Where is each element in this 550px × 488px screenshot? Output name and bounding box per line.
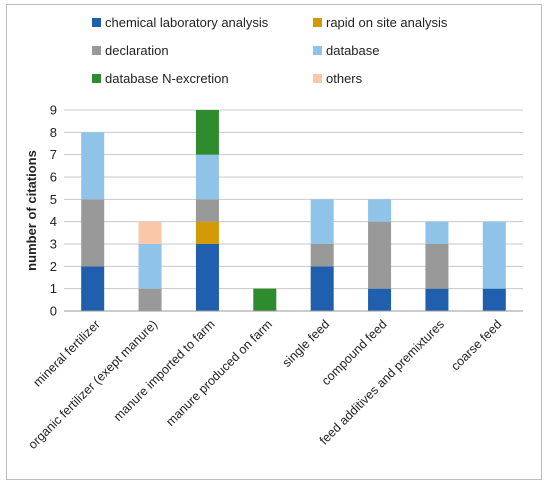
bar-segment bbox=[138, 244, 162, 289]
legend-entry: declaration bbox=[105, 43, 169, 58]
y-tick-label: 3 bbox=[50, 237, 57, 252]
legend-entry: others bbox=[326, 71, 363, 86]
bar-segment bbox=[138, 221, 162, 244]
bar-segment bbox=[482, 288, 506, 311]
legend-entry: chemical laboratory analysis bbox=[105, 15, 269, 30]
y-tick-label: 6 bbox=[50, 170, 57, 185]
bar-segment bbox=[425, 244, 449, 289]
x-category-label: feed additives and premixtures bbox=[317, 317, 447, 447]
bar-segment bbox=[81, 199, 105, 267]
legend-swatch bbox=[313, 18, 322, 27]
bar-segment bbox=[81, 132, 105, 200]
bar-segment bbox=[310, 244, 334, 267]
y-axis-label: number of citations bbox=[24, 150, 39, 271]
bar-segment bbox=[195, 221, 219, 244]
bars bbox=[81, 110, 506, 311]
bar-segment bbox=[368, 199, 392, 222]
bar-segment bbox=[195, 199, 219, 222]
y-tick-label: 1 bbox=[50, 281, 57, 296]
y-tick-label: 7 bbox=[50, 147, 57, 162]
x-category-label: coarse feed bbox=[448, 317, 504, 373]
legend: chemical laboratory analysis rapid on sit… bbox=[92, 15, 448, 86]
bar-segment bbox=[425, 288, 449, 311]
bar-segment bbox=[195, 110, 219, 155]
bar-segment bbox=[368, 288, 392, 311]
legend-swatch bbox=[313, 74, 322, 83]
legend-swatch bbox=[313, 46, 322, 55]
legend-swatch bbox=[92, 74, 101, 83]
bar-segment bbox=[310, 199, 334, 244]
bar-segment bbox=[253, 288, 277, 311]
y-tick-label: 0 bbox=[50, 304, 57, 319]
bar-segment bbox=[310, 266, 334, 311]
bar-segment bbox=[138, 288, 162, 311]
legend-entry: database bbox=[326, 43, 380, 58]
bar-segment bbox=[368, 221, 392, 289]
x-category-label: manure produced on farm bbox=[163, 317, 275, 429]
y-tick-label: 8 bbox=[50, 125, 57, 140]
bar-segment bbox=[81, 266, 105, 311]
y-tick-label: 9 bbox=[50, 103, 57, 118]
gridlines bbox=[64, 109, 523, 290]
legend-swatch bbox=[92, 46, 101, 55]
legend-swatch bbox=[92, 18, 101, 27]
y-tick-label: 5 bbox=[50, 192, 57, 207]
x-category-label: single feed bbox=[280, 317, 333, 370]
y-tick-label: 2 bbox=[50, 259, 57, 274]
y-axis-ticks: 0 1 2 3 4 5 6 7 8 9 bbox=[50, 103, 57, 319]
bar-segment bbox=[195, 154, 219, 200]
y-tick-label: 4 bbox=[50, 214, 57, 229]
legend-entry: rapid on site analysis bbox=[326, 15, 448, 30]
legend-entry: database N-excretion bbox=[105, 71, 229, 86]
bar-segment bbox=[195, 244, 219, 311]
x-category-label: manure imported to farm bbox=[111, 317, 218, 424]
bar-segment bbox=[425, 221, 449, 244]
bar-segment bbox=[482, 221, 506, 289]
